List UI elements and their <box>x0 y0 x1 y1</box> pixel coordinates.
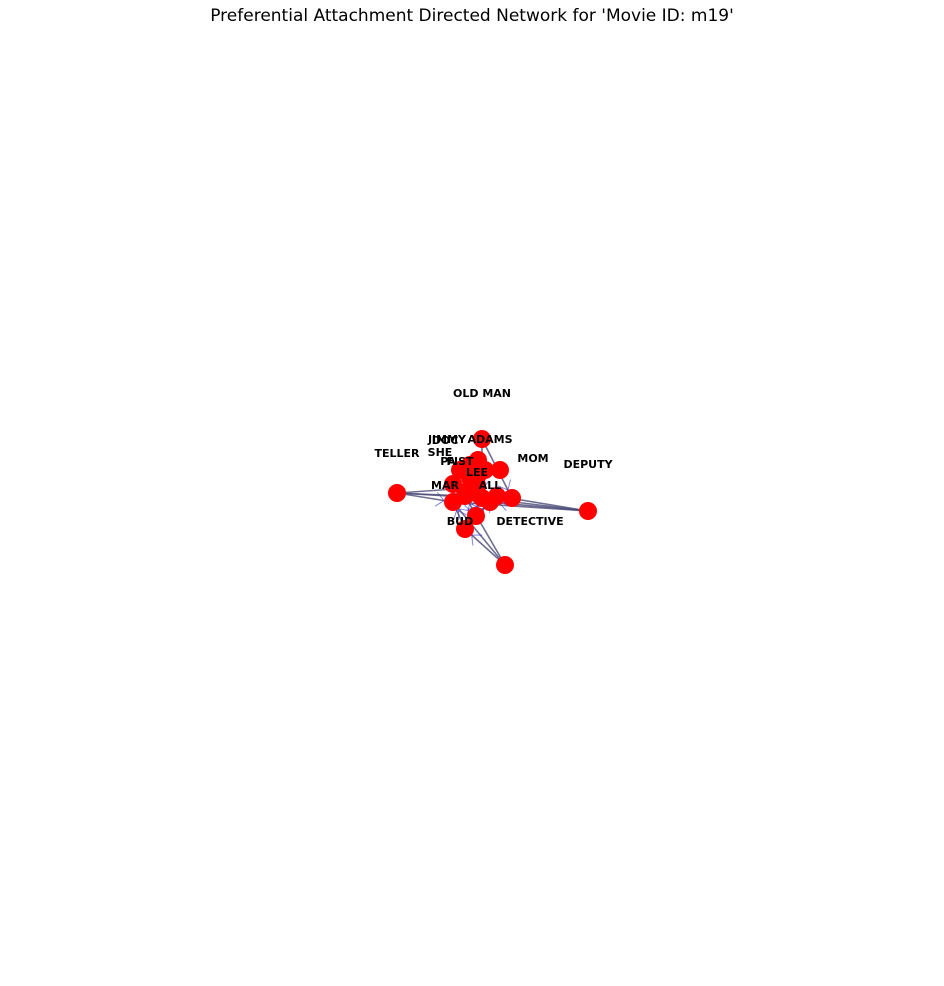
nodes-layer <box>388 430 597 574</box>
node-label-bud: BUD <box>447 515 473 528</box>
node-label-lee: LEE <box>466 466 488 479</box>
node-bud <box>456 520 474 538</box>
node-label-doc: DOC <box>432 434 459 447</box>
node-deputy <box>579 502 597 520</box>
node-label-teller: TELLER <box>374 447 420 460</box>
node-teller <box>388 484 406 502</box>
node-label-mom: MOM <box>517 452 548 465</box>
node-mom <box>491 461 509 479</box>
node-c5 <box>503 489 521 507</box>
node-label-deputy: DEPUTY <box>563 458 613 471</box>
chart-title: Preferential Attachment Directed Network… <box>210 6 734 26</box>
node-label-mar: MAR <box>431 479 459 492</box>
node-detective <box>467 507 485 525</box>
node-label-oldman: OLD MAN <box>453 387 511 400</box>
node-mar <box>444 475 462 493</box>
node-c7 <box>461 479 479 497</box>
node-label-jimmy: JIMMY <box>427 433 467 446</box>
node-label-fist: FIST <box>446 455 474 468</box>
node-bottom <box>496 556 514 574</box>
node-label-pa: PA <box>440 455 456 468</box>
edge-n_bottom-n_c2 <box>464 495 506 566</box>
node-label-adams: ADAMS <box>467 433 512 446</box>
node-label-all: ALL <box>479 479 502 492</box>
node-label-detective: DETECTIVE <box>496 515 563 528</box>
node-label-she: SHE <box>428 446 453 459</box>
node-oldman <box>473 430 491 448</box>
node-c6 <box>481 493 499 511</box>
